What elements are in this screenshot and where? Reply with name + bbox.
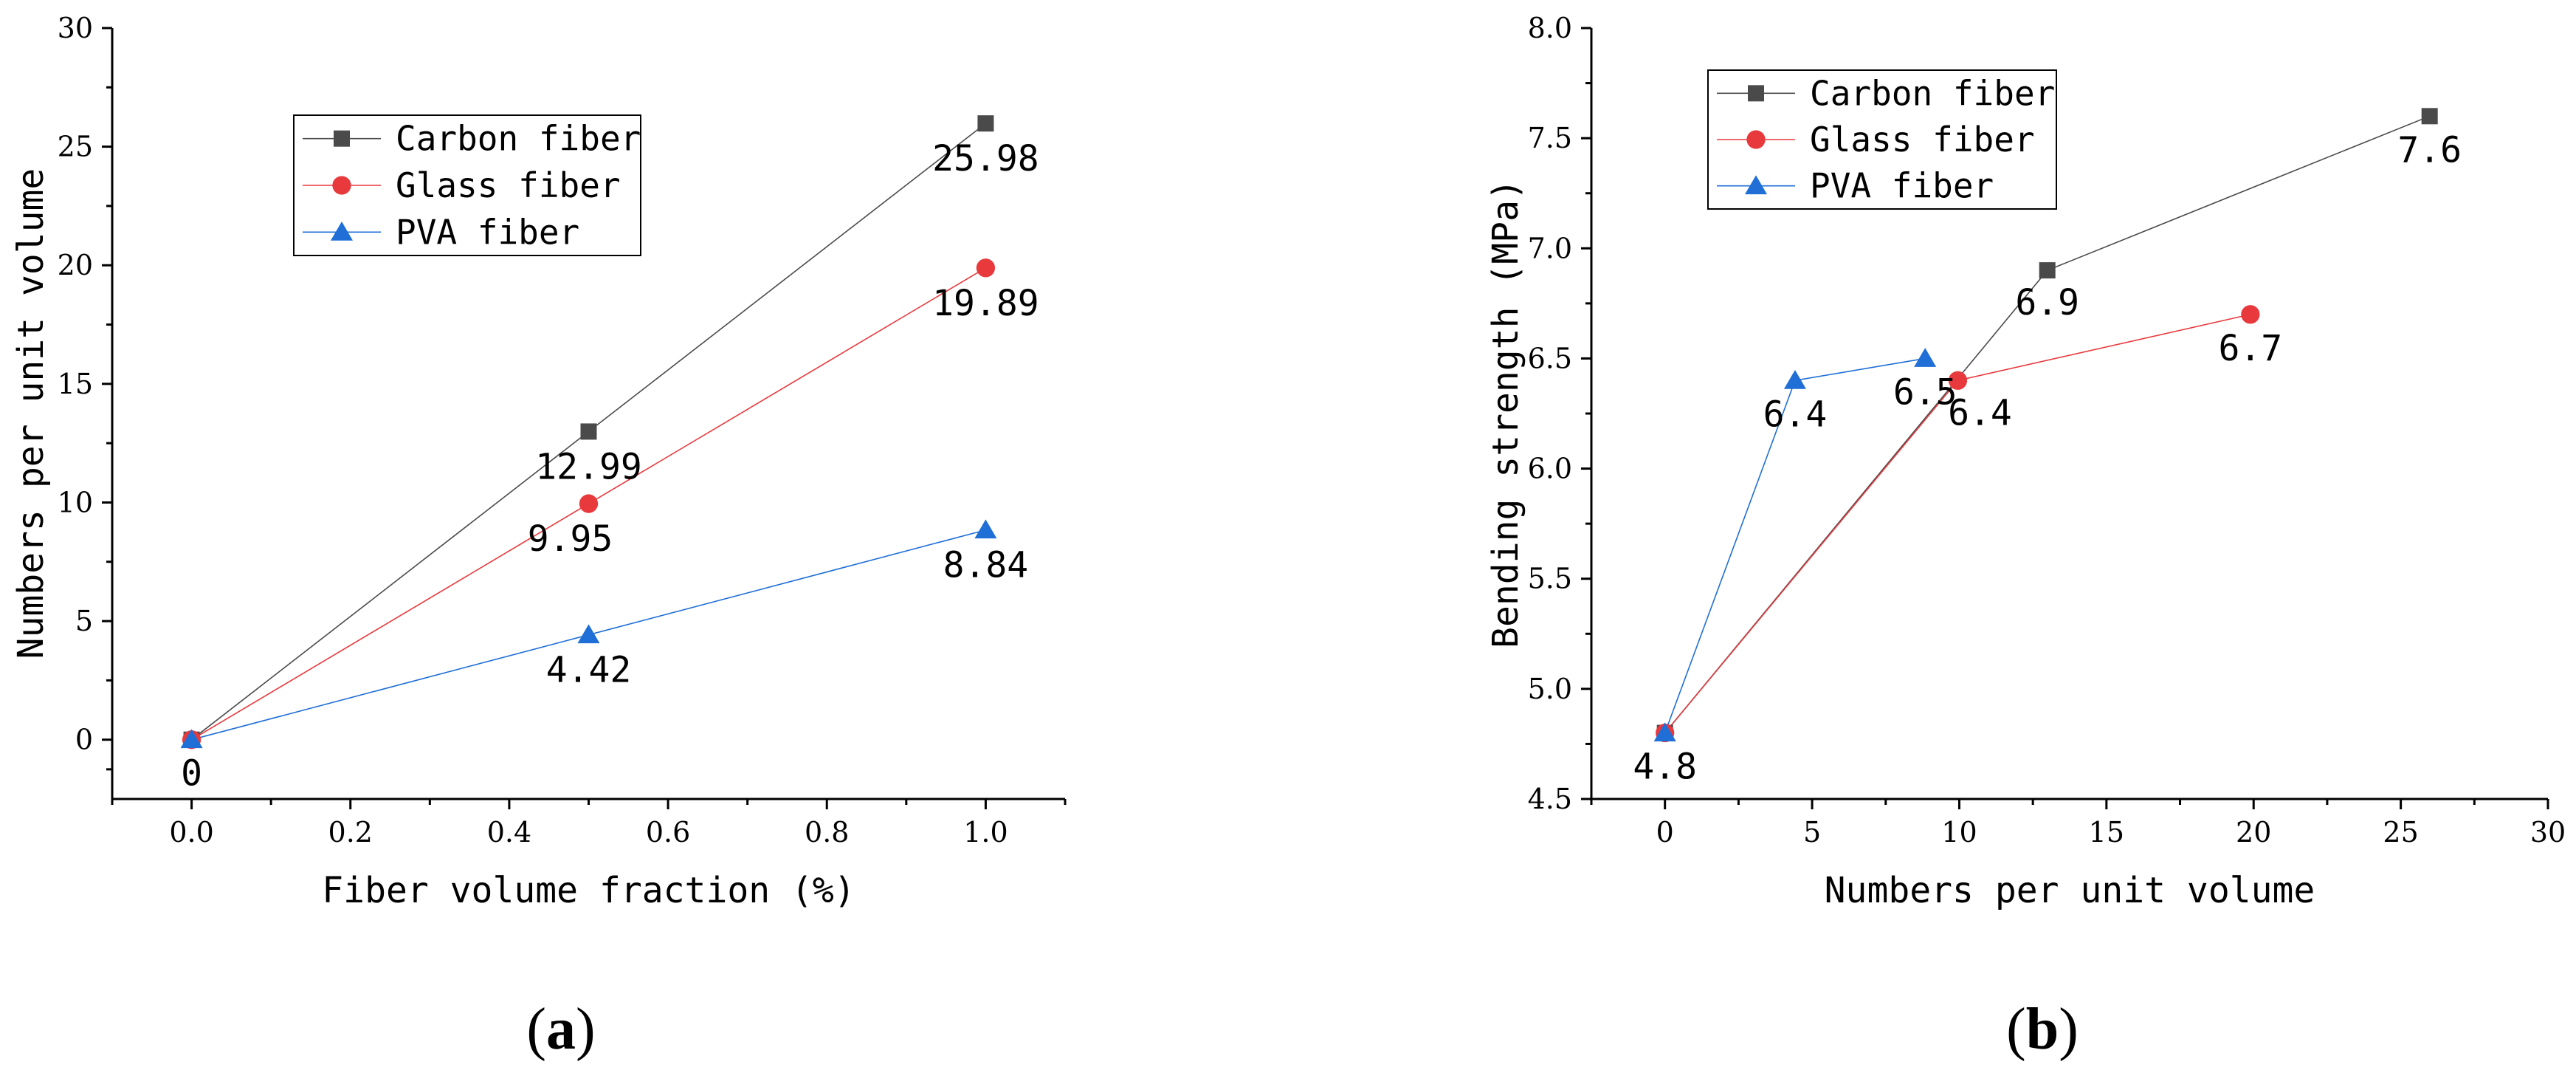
- y-tick-label: 6.0: [1528, 453, 1572, 485]
- data-label: 4.42: [546, 650, 632, 691]
- data-point: [580, 423, 597, 440]
- y-axis-title: Bending strength (MPa): [1485, 179, 1526, 648]
- legend-marker: [1746, 130, 1766, 149]
- x-tick-label: 1.0: [963, 816, 1008, 848]
- data-label: 19.89: [932, 283, 1039, 324]
- chart-b-legend: Carbon fiber Glass fiber PVA fiber: [1707, 69, 2057, 210]
- x-axis-title: Numbers per unit volume: [1825, 870, 2315, 911]
- data-point: [1948, 371, 1968, 390]
- y-axis-title: Numbers per unit volume: [10, 168, 52, 659]
- x-tick-label: 0: [1656, 816, 1674, 848]
- legend-marker: [332, 176, 351, 195]
- y-tick-label: 4.5: [1528, 783, 1572, 815]
- data-point: [977, 115, 994, 132]
- legend-label: PVA fiber: [1810, 166, 1994, 206]
- data-label: 6.7: [2218, 328, 2282, 369]
- data-label: 25.98: [932, 138, 1039, 179]
- data-point: [579, 494, 599, 513]
- x-tick-label: 25: [2383, 816, 2418, 848]
- x-tick-label: 15: [2089, 816, 2124, 848]
- chart-a-axes: 0 5 10 15 20 25 30 0.0 0.2 0.4 0.6 0.8 1.0 Fiber volu…: [10, 12, 1067, 911]
- x-tick-label: 0.0: [169, 816, 213, 848]
- data-label: 12.99: [535, 446, 642, 487]
- y-tick-label: 5: [75, 605, 93, 637]
- x-tick-label: 0.4: [487, 816, 531, 848]
- data-point: [2241, 305, 2260, 324]
- panel-label-b: (b): [2006, 997, 2079, 1062]
- x-tick-label: 30: [2530, 816, 2566, 848]
- legend-marker: [334, 130, 350, 147]
- data-label: 4.8: [1633, 747, 1697, 788]
- data-label: 7.6: [2397, 129, 2462, 171]
- legend-marker: [330, 222, 354, 241]
- legend-label: Carbon fiber: [396, 119, 641, 159]
- x-tick-label: 20: [2236, 816, 2271, 848]
- y-tick-label: 0: [75, 724, 93, 756]
- data-point: [974, 519, 997, 539]
- x-tick-label: 0.2: [328, 816, 373, 848]
- data-point: [1653, 722, 1676, 741]
- x-tick-label: 0.8: [805, 816, 849, 848]
- data-point: [1783, 369, 1806, 389]
- x-tick-label: 10: [1941, 816, 1977, 848]
- data-point: [2039, 262, 2056, 279]
- data-point: [2421, 108, 2438, 125]
- x-tick-label: 0.6: [646, 816, 690, 848]
- chart-b-axes: 4.5 5.0 5.5 6.0 6.5 7.0 7.5 8.0 0 5 10 15 20 25 30 Numb…: [1485, 12, 2566, 911]
- data-point: [976, 258, 996, 278]
- y-tick-label: 5.5: [1528, 563, 1572, 595]
- data-point: [180, 729, 203, 749]
- legend-label: Carbon fiber: [1810, 73, 2055, 113]
- y-tick-label: 6.5: [1528, 342, 1572, 374]
- data-label: 8.84: [943, 545, 1029, 586]
- legend-label: Glass fiber: [1810, 120, 2035, 160]
- y-tick-label: 5.0: [1528, 673, 1572, 705]
- data-label: 6.9: [2015, 282, 2079, 323]
- data-point: [1914, 348, 1937, 367]
- y-tick-label: 7.5: [1528, 122, 1572, 154]
- data-label: 6.4: [1948, 392, 2012, 433]
- y-tick-label: 25: [58, 131, 93, 163]
- chart-b-marks: 6.97.64.86.46.76.46.5: [1633, 108, 2462, 788]
- legend-label: Glass fiber: [396, 165, 621, 205]
- panel-label-a: (a): [526, 997, 595, 1062]
- data-label: 6.4: [1763, 394, 1828, 435]
- legend-marker: [1748, 85, 1764, 102]
- y-tick-label: 30: [58, 12, 93, 44]
- chart-a-legend: Carbon fiber Glass fiber PVA fiber: [293, 114, 641, 256]
- data-point: [577, 624, 600, 644]
- chart-panel-b: 6.97.64.86.46.76.46.5 4.55.05.56.06.57.0…: [1485, 12, 2566, 911]
- y-tick-label: 20: [58, 249, 93, 281]
- y-tick-label: 7.0: [1528, 232, 1572, 264]
- legend-label: PVA fiber: [396, 212, 579, 252]
- chart-a-marks: 12.99 25.98 9.95 19.89 0 4.42 8.84: [180, 115, 1039, 795]
- y-tick-label: 8.0: [1528, 12, 1572, 44]
- chart-panel-a: 12.99 25.98 9.95 19.89 0 4.42 8.84 0 5 10 15 20 25 3…: [10, 12, 1067, 911]
- x-tick-label: 5: [1803, 816, 1821, 848]
- data-label: 6.5: [1893, 371, 1957, 413]
- data-label: 0: [181, 753, 202, 795]
- data-label: 9.95: [528, 518, 613, 560]
- y-tick-label: 15: [58, 368, 93, 400]
- legend-marker: [1744, 175, 1768, 195]
- x-axis-title: Fiber volume fraction (%): [322, 870, 855, 911]
- y-tick-label: 10: [58, 486, 93, 518]
